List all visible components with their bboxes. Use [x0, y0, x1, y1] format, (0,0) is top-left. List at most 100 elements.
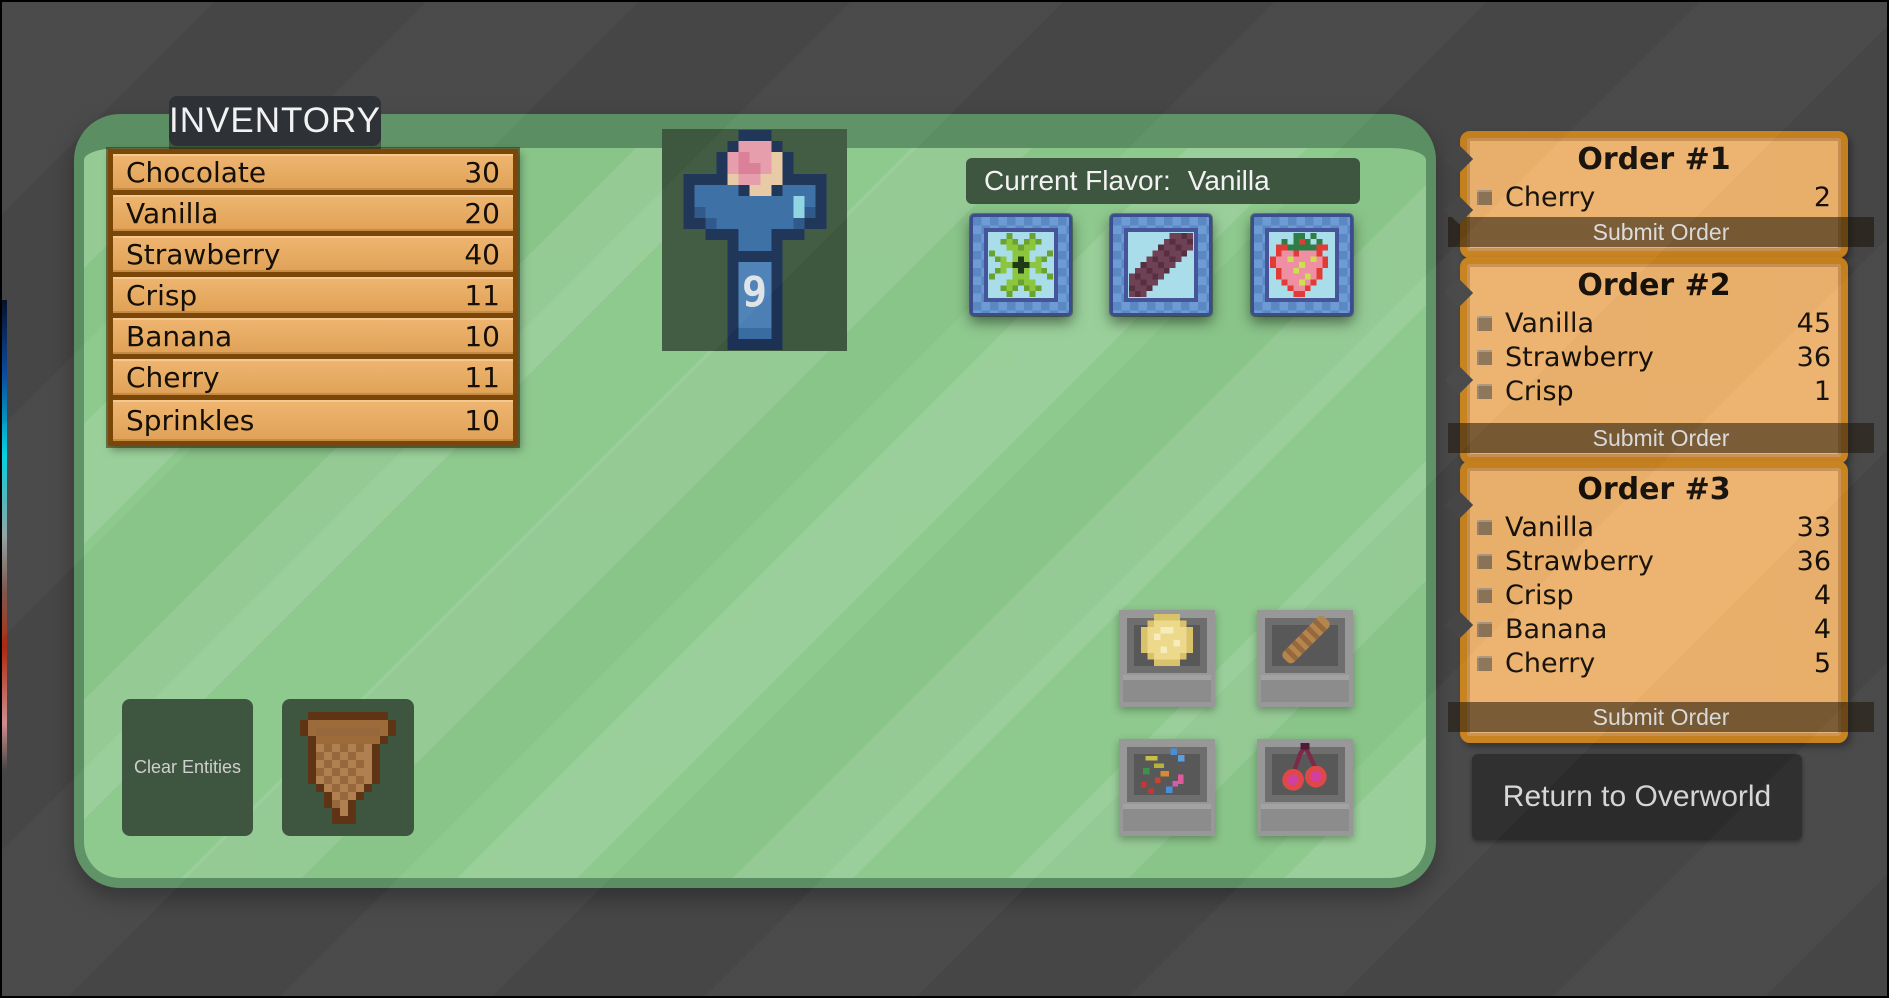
item-name: Strawberry	[1505, 545, 1654, 577]
flavor-button-chocolate[interactable]	[1110, 214, 1212, 316]
crisp-stick-icon	[1282, 615, 1330, 664]
banana-slice-icon	[1141, 614, 1193, 666]
machine-window	[1265, 747, 1345, 802]
flavor-button-mint[interactable]	[970, 214, 1072, 316]
submit-order-button-2[interactable]: Submit Order	[1448, 423, 1874, 453]
item-name: Crisp	[126, 278, 198, 312]
item-name: Cherry	[1505, 647, 1596, 679]
inventory-row: Cherry 11	[113, 359, 513, 400]
item-name: Banana	[126, 319, 233, 353]
item-name: Vanilla	[1505, 511, 1595, 543]
item-bullet-icon	[1477, 621, 1492, 637]
current-flavor-label: Current Flavor: Vanilla	[966, 158, 1360, 204]
machine-banana[interactable]	[1119, 610, 1215, 707]
item-name: Cherry	[126, 360, 220, 394]
item-bullet-icon	[1477, 349, 1492, 365]
item-qty: 10	[464, 404, 500, 437]
submit-order-button-1[interactable]: Submit Order	[1448, 217, 1874, 247]
item-name: Vanilla	[126, 196, 219, 230]
item-name: Crisp	[1505, 375, 1574, 407]
machine-tray	[1261, 675, 1349, 702]
machine-crisp[interactable]	[1257, 610, 1353, 707]
cherries-icon	[1282, 743, 1327, 791]
order-item: Cherry 2	[1477, 180, 1831, 214]
machine-cherry[interactable]	[1257, 739, 1353, 836]
item-name: Strawberry	[126, 237, 281, 271]
machine-tray	[1261, 804, 1349, 831]
item-qty: 33	[1796, 511, 1831, 543]
item-qty: 4	[1813, 613, 1831, 645]
order-item: Strawberry 36	[1477, 340, 1831, 374]
order-item: Cherry 5	[1477, 646, 1831, 680]
order-item: Strawberry 36	[1477, 544, 1831, 578]
inventory-row: Strawberry 40	[113, 236, 513, 277]
tile-inner	[1124, 228, 1198, 302]
jersey-number: 9	[741, 267, 768, 316]
order-title: Order #2	[1577, 267, 1731, 303]
machine-tray	[1123, 675, 1211, 702]
sprinkles-icon	[1141, 748, 1185, 794]
order-item: Vanilla 45	[1477, 306, 1831, 340]
item-name: Banana	[1505, 613, 1608, 645]
order-card-1: Order #1 Cherry 2 Submit Order	[1448, 131, 1874, 258]
item-name: Vanilla	[1505, 307, 1595, 339]
inventory-row: Banana 10	[113, 318, 513, 359]
item-qty: 40	[464, 237, 500, 271]
order-item: Crisp 4	[1477, 578, 1831, 612]
mint-leaf-icon	[989, 233, 1053, 297]
order-title: Order #1	[1577, 141, 1731, 177]
item-qty: 2	[1813, 181, 1831, 213]
strawberry-icon	[1270, 233, 1329, 297]
item-bullet-icon	[1477, 587, 1492, 603]
inventory-list: Chocolate 30 Vanilla 20 Strawberry 40 Cr…	[108, 149, 518, 446]
order-item: Banana 4	[1477, 612, 1831, 646]
inventory-row: Chocolate 30	[113, 154, 513, 195]
item-name: Crisp	[1505, 579, 1574, 611]
inventory-row: Crisp 11	[113, 277, 513, 318]
return-to-overworld-button[interactable]: Return to Overworld	[1472, 754, 1802, 840]
chocolate-bar-icon	[1129, 233, 1193, 297]
ice-cream-cone-icon	[300, 711, 396, 824]
item-name: Strawberry	[1505, 341, 1654, 373]
machine-tray	[1123, 804, 1211, 831]
tile-inner	[1265, 228, 1339, 302]
item-qty: 36	[1796, 341, 1831, 373]
order-item: Vanilla 33	[1477, 510, 1831, 544]
current-flavor-value: Vanilla	[1187, 165, 1270, 196]
order-card-3: Order #3 Vanilla 33 Strawberry 36 Crisp …	[1448, 461, 1874, 743]
current-flavor-caption: Current Flavor:	[984, 165, 1171, 196]
submit-order-button-3[interactable]: Submit Order	[1448, 702, 1874, 732]
order-title: Order #3	[1577, 471, 1731, 507]
gradient-strip	[2, 300, 7, 770]
item-qty: 30	[464, 155, 500, 189]
machine-sprinkles[interactable]	[1119, 739, 1215, 836]
flavor-button-strawberry[interactable]	[1251, 214, 1353, 316]
item-name: Sprinkles	[126, 404, 255, 437]
inventory-row: Vanilla 20	[113, 195, 513, 236]
item-bullet-icon	[1477, 189, 1492, 205]
player-sprite-icon	[683, 130, 826, 350]
item-qty: 10	[464, 319, 500, 353]
item-bullet-icon	[1477, 519, 1492, 535]
cone-item-slot[interactable]	[282, 699, 414, 836]
inventory-row: Sprinkles 10	[113, 400, 513, 441]
item-qty: 4	[1813, 579, 1831, 611]
item-qty: 1	[1813, 375, 1831, 407]
item-bullet-icon	[1477, 315, 1492, 331]
order-card-2: Order #2 Vanilla 45 Strawberry 36 Crisp …	[1448, 257, 1874, 464]
item-qty: 20	[464, 196, 500, 230]
item-bullet-icon	[1477, 553, 1492, 569]
item-qty: 36	[1796, 545, 1831, 577]
clear-entities-button[interactable]: Clear Entities	[122, 699, 253, 836]
tile-inner	[984, 228, 1058, 302]
item-qty: 11	[464, 360, 500, 394]
item-name: Cherry	[1505, 181, 1596, 213]
item-qty: 5	[1813, 647, 1831, 679]
inventory-title: INVENTORY	[169, 96, 381, 146]
item-qty: 45	[1796, 307, 1831, 339]
item-bullet-icon	[1477, 383, 1492, 399]
order-item: Crisp 1	[1477, 374, 1831, 408]
item-bullet-icon	[1477, 655, 1492, 671]
item-qty: 11	[464, 278, 500, 312]
